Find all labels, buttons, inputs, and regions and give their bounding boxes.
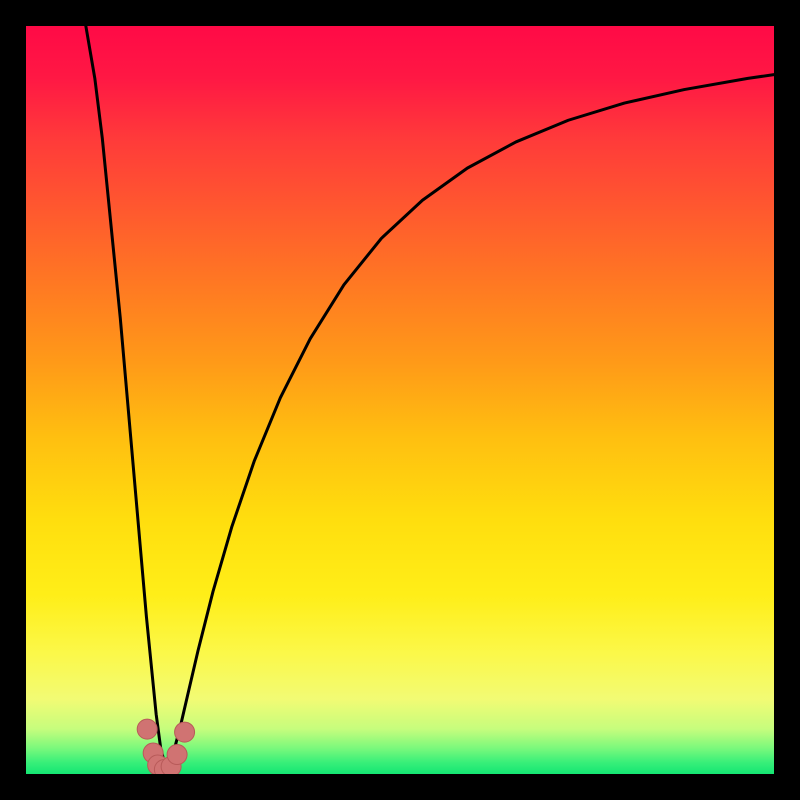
- gradient-curve-plot: [0, 0, 800, 800]
- minimum-marker: [167, 745, 187, 765]
- minimum-marker: [175, 722, 195, 742]
- chart-container: TheBottleneck.com: [0, 0, 800, 800]
- plot-background-gradient: [26, 26, 774, 774]
- minimum-marker: [137, 719, 157, 739]
